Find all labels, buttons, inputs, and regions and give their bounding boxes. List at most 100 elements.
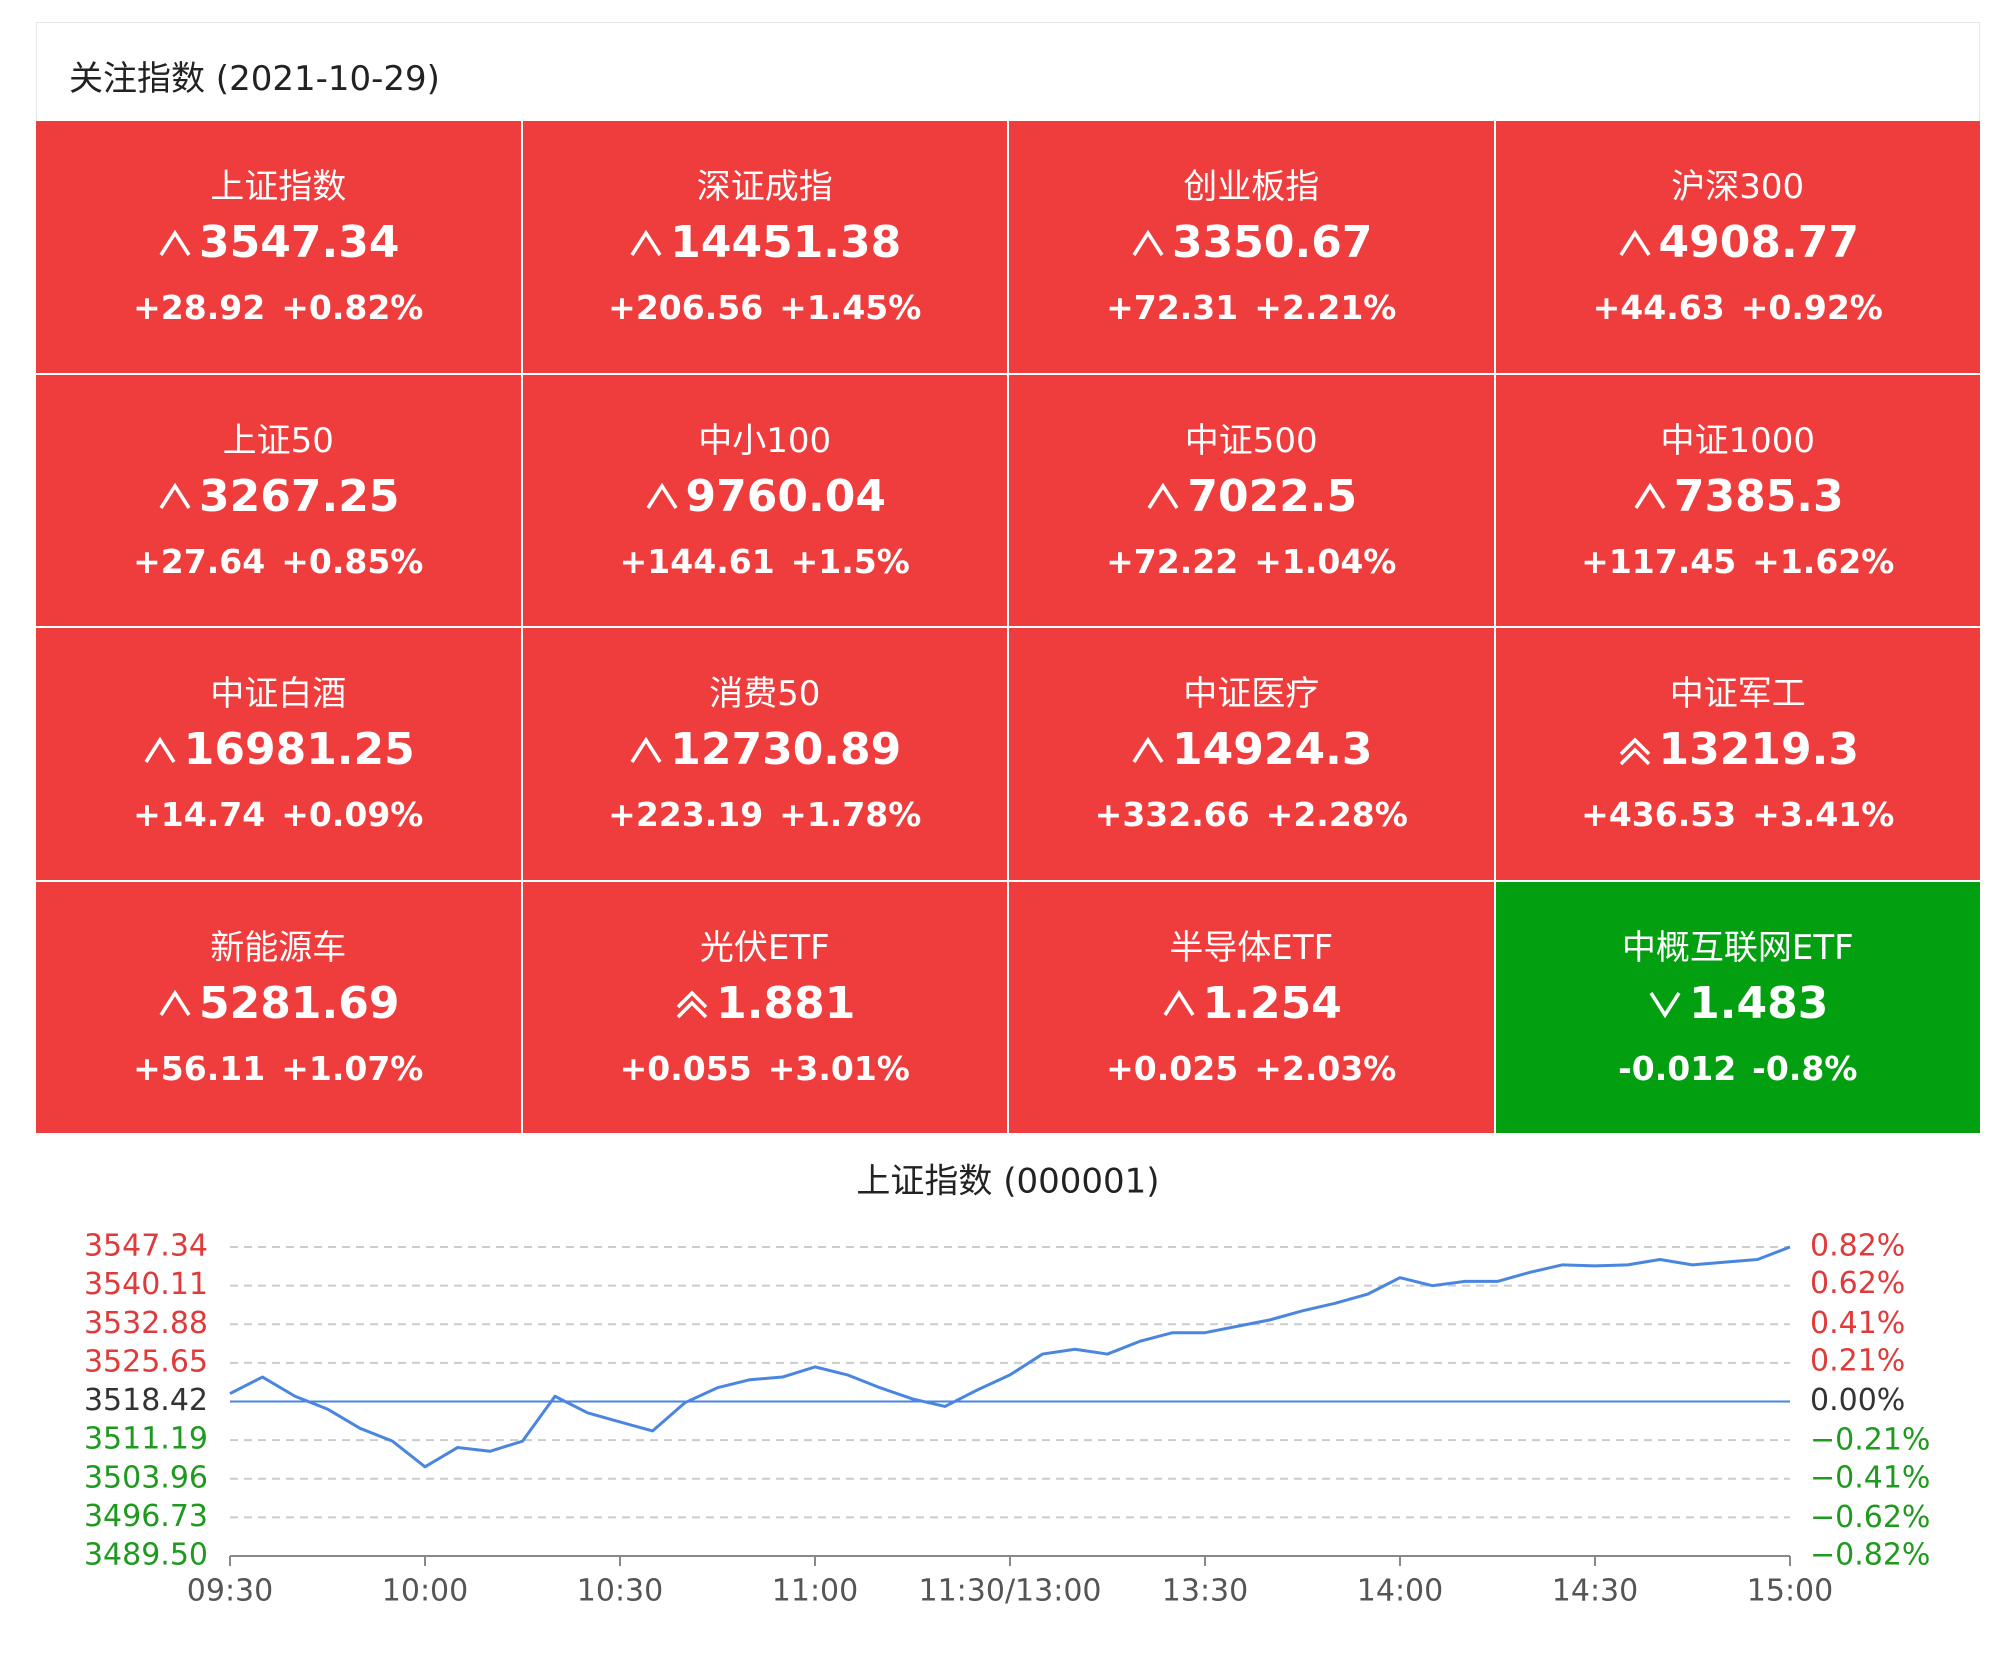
index-change-pct: +1.07% xyxy=(281,1048,424,1088)
trend-icon xyxy=(676,990,708,1019)
index-change-row: +117.45 +1.62% xyxy=(1496,542,1981,581)
chevron xyxy=(1619,737,1650,755)
index-change: +117.45 xyxy=(1581,541,1737,581)
x-tick-label: 11:30/13:00 xyxy=(918,1574,1101,1609)
index-change-pct: +1.78% xyxy=(779,795,922,834)
index-name: 消费50 xyxy=(709,674,821,714)
chevron xyxy=(630,736,662,763)
index-price: 3547.34 xyxy=(199,217,400,268)
chart-title: 上证指数 (000001) xyxy=(856,1162,1159,1202)
chevron xyxy=(1163,989,1195,1016)
index-change-pct: +2.28% xyxy=(1265,795,1408,834)
index-change-pct: +0.92% xyxy=(1740,288,1883,327)
index-price: 14451.38 xyxy=(670,217,902,268)
index-tile: 上证指数 3547.34 +28.92 +0.82% xyxy=(36,121,521,373)
trend-icon xyxy=(630,229,662,256)
trend-icon xyxy=(159,229,191,256)
index-price-row: 13219.3 xyxy=(1496,724,1981,775)
index-price: 4908.77 xyxy=(1658,217,1859,268)
index-change-row: +144.61 +1.5% xyxy=(523,542,1008,581)
y-tick-label: 3540.11 xyxy=(84,1267,208,1302)
index-name: 中证1000 xyxy=(1660,420,1816,461)
index-price-row: 12730.89 xyxy=(523,724,1008,775)
index-tile: 消费50 12730.89 +223.19 +1.78% xyxy=(522,628,1008,880)
index-change-row: +44.63 +0.92% xyxy=(1496,288,1981,327)
header-title: 关注指数 (2021-10-29) xyxy=(69,59,440,99)
index-price: 5281.69 xyxy=(199,977,400,1029)
index-change-row: +27.64 +0.85% xyxy=(36,542,521,581)
index-price-row: 3547.34 xyxy=(36,217,521,268)
trend-icon xyxy=(1163,989,1195,1016)
chevron xyxy=(1132,229,1164,256)
chevron xyxy=(1147,482,1179,509)
x-tick-label: 10:00 xyxy=(382,1574,468,1609)
index-tile: 上证50 3267.25 +27.64 +0.85% xyxy=(36,374,521,626)
y2-tick-label: −0.21% xyxy=(1810,1423,1930,1458)
index-change-pct: +1.04% xyxy=(1254,541,1397,581)
trend-icon xyxy=(144,736,176,763)
trend-icon xyxy=(1619,737,1650,765)
index-price-row: 3350.67 xyxy=(1009,217,1494,268)
chevron xyxy=(159,482,191,509)
index-change: +206.56 xyxy=(608,288,764,327)
index-change: +14.74 xyxy=(133,795,266,834)
index-change-row: -0.012 -0.8% xyxy=(1496,1049,1981,1088)
chevron xyxy=(1634,482,1666,509)
chevron xyxy=(1619,747,1650,765)
index-change: +56.11 xyxy=(133,1048,266,1088)
index-change: +0.055 xyxy=(619,1048,752,1088)
y2-tick-label: −0.82% xyxy=(1810,1538,1930,1573)
index-price-row: 1.483 xyxy=(1496,978,1981,1029)
index-change-pct: +1.45% xyxy=(779,288,922,327)
x-tick-label: 13:30 xyxy=(1162,1574,1248,1609)
index-change: +27.64 xyxy=(133,541,266,581)
index-tile: 中证医疗 14924.3 +332.66 +2.28% xyxy=(1009,628,1494,880)
index-price: 14924.3 xyxy=(1172,724,1373,775)
y2-tick-label: 0.21% xyxy=(1810,1343,1905,1378)
index-price: 3350.67 xyxy=(1172,217,1373,268)
index-price: 12730.89 xyxy=(670,724,902,775)
x-tick-label: 14:30 xyxy=(1552,1574,1638,1609)
index-tile: 沪深300 4908.77 +44.63 +0.92% xyxy=(1495,121,1981,373)
y-tick-label: 3547.34 xyxy=(84,1229,208,1264)
index-name: 半导体ETF xyxy=(1169,927,1334,968)
chevron xyxy=(159,989,191,1016)
index-price: 7022.5 xyxy=(1187,470,1358,522)
y2-tick-label: 0.41% xyxy=(1810,1306,1905,1341)
index-tile: 中证500 7022.5 +72.22 +1.04% xyxy=(1009,374,1494,626)
chevron xyxy=(676,1000,708,1019)
index-price: 3267.25 xyxy=(199,470,400,522)
index-price-row: 14924.3 xyxy=(1009,724,1494,775)
index-price: 9760.04 xyxy=(685,470,886,522)
index-name: 中证军工 xyxy=(1669,674,1806,714)
index-price-row: 1.254 xyxy=(1009,978,1494,1029)
index-change-pct: -0.8% xyxy=(1752,1048,1858,1088)
index-price: 7385.3 xyxy=(1673,470,1844,522)
index-price: 1.881 xyxy=(716,977,856,1029)
index-change-pct: +0.82% xyxy=(281,288,424,327)
y-tick-label: 3503.96 xyxy=(84,1460,208,1495)
index-change: +144.61 xyxy=(619,541,775,581)
y-tick-label: 3489.50 xyxy=(84,1538,208,1573)
y2-tick-label: 0.62% xyxy=(1810,1266,1905,1301)
index-name: 中证500 xyxy=(1184,420,1318,461)
index-tile: 中证军工 13219.3 +436.53 +3.41% xyxy=(1495,628,1981,880)
y-tick-label: 3532.88 xyxy=(84,1306,208,1341)
index-name: 中证白酒 xyxy=(210,674,347,714)
index-change-pct: +0.09% xyxy=(281,795,424,834)
y-tick-label: 3511.19 xyxy=(84,1422,208,1457)
index-change-pct: +1.5% xyxy=(790,541,910,581)
index-price-row: 1.881 xyxy=(523,978,1008,1029)
index-change-row: +0.055 +3.01% xyxy=(523,1049,1008,1088)
index-change-row: +0.025 +2.03% xyxy=(1009,1049,1494,1088)
index-change: +28.92 xyxy=(133,288,266,327)
trend-icon xyxy=(1147,482,1179,509)
chevron xyxy=(676,990,708,1009)
index-name: 深证成指 xyxy=(696,167,833,207)
index-change-pct: +2.03% xyxy=(1254,1048,1397,1088)
x-tick-label: 15:00 xyxy=(1747,1574,1833,1609)
index-tile: 中证1000 7385.3 +117.45 +1.62% xyxy=(1495,374,1981,626)
x-tick-label: 14:00 xyxy=(1357,1574,1443,1609)
